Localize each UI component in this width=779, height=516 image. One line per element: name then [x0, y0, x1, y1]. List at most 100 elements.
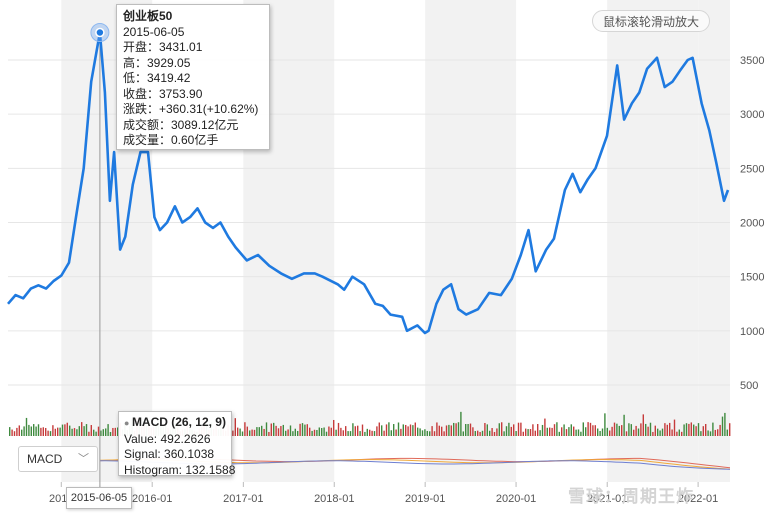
volume-bar — [309, 427, 311, 436]
volume-bar — [316, 429, 318, 436]
volume-bar — [436, 422, 438, 436]
volume-bar — [407, 426, 409, 436]
volume-bar — [299, 423, 301, 436]
volume-bar — [582, 422, 584, 436]
volume-bar — [304, 424, 306, 436]
volume-bar — [445, 425, 448, 436]
macd-value: Value: 492.2626 — [124, 431, 211, 446]
volume-bar — [256, 427, 258, 436]
volume-bar — [419, 428, 421, 436]
x-tick-label: 2020-01 — [496, 493, 536, 505]
volume-bar — [690, 422, 692, 436]
volume-bar — [575, 429, 577, 436]
volume-bar — [85, 424, 88, 436]
volume-bar — [647, 426, 649, 436]
volume-bar — [268, 431, 270, 436]
tooltip-open: 开盘：3431.01 — [123, 40, 203, 54]
volume-bar — [570, 424, 572, 436]
volume-bar — [253, 429, 256, 436]
watermark: 雪球：周期王炸 — [568, 487, 694, 506]
macd-tooltip-title: ● MACD (26, 12, 9) — [124, 415, 226, 429]
volume-bar — [637, 428, 640, 436]
volume-bar — [661, 428, 664, 436]
volume-bar — [64, 424, 66, 436]
volume-bar — [613, 422, 616, 436]
volume-bar — [52, 425, 54, 436]
volume-bar — [599, 430, 601, 436]
volume-bar — [337, 422, 340, 436]
volume-bar — [90, 425, 92, 436]
volume-bar — [462, 431, 464, 436]
volume-bar — [491, 428, 493, 436]
volume-bar — [345, 426, 347, 436]
macd-tooltip: ● MACD (26, 12, 9) Value: 492.2626 Signa… — [118, 411, 235, 477]
volume-bar — [438, 425, 440, 436]
volume-bar — [66, 422, 68, 436]
volume-bar — [258, 427, 260, 436]
tooltip-date: 2015-06-05 — [123, 24, 185, 39]
volume-bar — [709, 431, 712, 436]
volume-bar — [107, 424, 109, 436]
volume-bar — [313, 429, 316, 436]
volume-bar — [503, 431, 505, 436]
volume-bar — [577, 429, 580, 436]
volume-bar — [621, 425, 623, 436]
volume-bar — [501, 422, 503, 436]
volume-bar — [421, 430, 424, 436]
tooltip-volume: 成交量：0.60亿手 — [123, 133, 219, 147]
volume-bar — [376, 426, 378, 436]
volume-bar — [729, 423, 731, 436]
volume-bar — [83, 426, 85, 436]
volume-bar — [81, 422, 83, 436]
volume-bar — [657, 428, 659, 436]
volume-bar — [628, 423, 630, 436]
volume-bar — [354, 426, 356, 436]
volume-bar — [568, 427, 570, 436]
tooltip-change: 涨跌：+360.31(+10.62%) — [123, 102, 259, 116]
volume-bar — [685, 423, 688, 436]
volume-bar — [640, 423, 642, 436]
volume-bar — [78, 426, 80, 436]
price-line[interactable] — [7, 31, 730, 335]
volume-bar — [37, 424, 40, 436]
volume-bar — [385, 424, 388, 436]
volume-bar — [330, 427, 332, 436]
volume-bar — [551, 427, 553, 436]
volume-bar — [618, 425, 620, 436]
volume-bar — [724, 412, 726, 436]
tooltip-low: 低：3419.42 — [123, 71, 191, 85]
volume-bar — [47, 430, 49, 436]
volume-bar — [465, 424, 467, 436]
zoom-hint-button[interactable]: 鼠标滚轮滑动放大 — [592, 10, 711, 32]
highlight-point[interactable] — [95, 27, 105, 38]
volume-bar — [493, 431, 496, 436]
indicator-select[interactable]: MACD ﹀ — [18, 446, 98, 472]
volume-bar — [448, 424, 450, 436]
volume-bar — [25, 417, 28, 436]
y-tick-label: 500 — [740, 380, 758, 392]
volume-bar — [625, 431, 628, 436]
macd-title-text: MACD (26, 12, 9) — [131, 415, 226, 429]
volume-bar — [321, 428, 323, 436]
volume-bar — [301, 423, 304, 436]
x-tick-label: 2019-01 — [405, 493, 445, 505]
volume-bar — [544, 418, 546, 436]
volume-bar — [712, 422, 714, 436]
volume-bar — [705, 423, 707, 436]
volume-bar — [563, 424, 565, 436]
volume-bar — [371, 430, 373, 436]
volume-bar — [673, 419, 676, 436]
volume-bar — [534, 430, 536, 436]
volume-bar — [33, 424, 35, 436]
volume-bar — [719, 424, 721, 436]
volume-bar — [378, 422, 380, 436]
volume-bar — [681, 431, 683, 436]
volume-bar — [328, 426, 330, 436]
volume-bar — [522, 431, 524, 436]
volume-bar — [340, 427, 342, 436]
volume-bar — [13, 431, 16, 436]
volume-bar — [601, 428, 604, 436]
tooltip-high: 高：3929.05 — [123, 55, 191, 70]
volume-bar — [443, 431, 445, 436]
